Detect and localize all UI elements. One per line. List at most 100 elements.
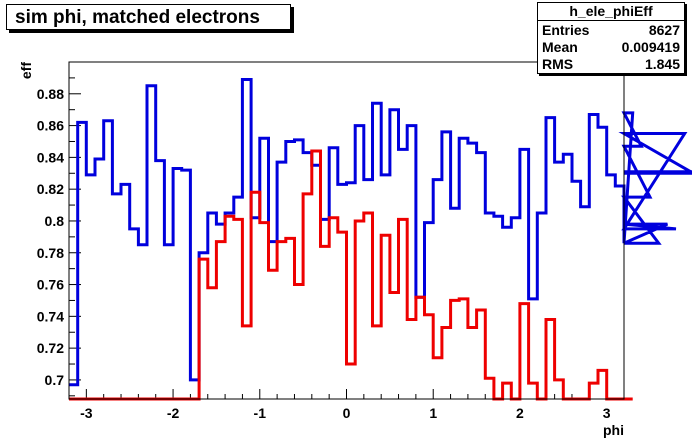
bin-mark bbox=[268, 269, 277, 271]
y-tick-label: 0.8 bbox=[45, 213, 65, 229]
stats-key: Entries bbox=[542, 22, 590, 38]
bin-mark bbox=[147, 85, 156, 87]
bin-mark bbox=[260, 137, 269, 139]
bin-mark bbox=[373, 325, 382, 327]
bin-mark bbox=[338, 183, 347, 185]
bin-mark bbox=[555, 161, 564, 163]
bin-mark bbox=[338, 231, 347, 233]
y-tick-label: 0.82 bbox=[37, 181, 64, 197]
bin-mark bbox=[286, 140, 295, 142]
x-axis-label: phi bbox=[603, 422, 624, 438]
bin-mark bbox=[416, 296, 425, 298]
bin-mark bbox=[572, 180, 581, 182]
stats-key: RMS bbox=[542, 56, 574, 72]
y-tick-label: 0.76 bbox=[37, 277, 64, 293]
series-line bbox=[69, 149, 633, 401]
bin-mark bbox=[477, 152, 486, 154]
bin-mark bbox=[130, 228, 139, 230]
bin-mark bbox=[442, 326, 451, 328]
stats-name: h_ele_phiEff bbox=[538, 3, 684, 21]
bin-mark bbox=[503, 226, 512, 228]
bin-mark bbox=[477, 309, 486, 311]
y-tick-label: 0.88 bbox=[37, 86, 64, 102]
bin-mark bbox=[390, 291, 399, 293]
bin-mark bbox=[511, 217, 520, 219]
stats-row-entries: Entries 8627 bbox=[542, 22, 680, 39]
bin-mark bbox=[286, 237, 295, 239]
y-tick-label: 0.78 bbox=[37, 245, 64, 261]
bin-mark bbox=[589, 113, 598, 115]
stats-key: Mean bbox=[542, 39, 578, 55]
bin-mark bbox=[208, 212, 217, 214]
bin-mark bbox=[86, 174, 95, 176]
bin-mark bbox=[494, 215, 503, 217]
stats-value: 1.845 bbox=[644, 56, 680, 72]
x-tick-label: 2 bbox=[516, 405, 524, 421]
bin-mark bbox=[234, 218, 243, 220]
series-0 bbox=[69, 78, 692, 387]
bin-mark bbox=[164, 244, 173, 246]
x-tick-label: 0 bbox=[343, 405, 351, 421]
series-line bbox=[69, 78, 692, 387]
bin-mark bbox=[520, 148, 529, 150]
bin-mark bbox=[364, 179, 373, 181]
bin-mark bbox=[355, 220, 364, 222]
bin-mark bbox=[199, 252, 208, 254]
series-layer bbox=[69, 78, 692, 401]
bin-mark bbox=[581, 206, 590, 208]
bin-mark bbox=[294, 139, 303, 141]
bin-mark bbox=[251, 191, 260, 193]
bin-mark bbox=[294, 284, 303, 286]
bin-mark bbox=[399, 148, 408, 150]
chart-title: sim phi, matched electrons bbox=[15, 7, 260, 28]
bin-mark bbox=[546, 319, 555, 321]
y-axis-label: eff bbox=[18, 62, 34, 79]
bin-mark bbox=[312, 150, 321, 152]
bin-mark bbox=[381, 234, 390, 236]
bin-mark bbox=[329, 147, 338, 149]
stats-value: 8627 bbox=[648, 22, 680, 38]
frame-layer bbox=[68, 61, 625, 400]
bin-mark bbox=[546, 117, 555, 119]
bin-mark bbox=[173, 168, 182, 170]
stats-box: h_ele_phiEff Entries 8627 Mean 0.009419 … bbox=[537, 2, 685, 74]
bin-mark bbox=[216, 241, 225, 243]
series-1 bbox=[69, 149, 633, 401]
bin-mark bbox=[390, 109, 399, 111]
x-tick-label: -3 bbox=[80, 405, 93, 421]
y-tick-label: 0.84 bbox=[37, 149, 64, 165]
bin-mark bbox=[563, 153, 572, 155]
bin-mark bbox=[407, 125, 416, 127]
bin-mark bbox=[277, 161, 286, 163]
bin-mark bbox=[95, 158, 104, 160]
bin-mark bbox=[347, 182, 356, 184]
y-tick-label: 0.7 bbox=[45, 372, 65, 388]
bin-mark bbox=[520, 303, 529, 305]
bin-mark bbox=[451, 207, 460, 209]
bin-mark bbox=[399, 218, 408, 220]
x-tick-label: -2 bbox=[167, 405, 180, 421]
bin-mark bbox=[225, 215, 234, 217]
bin-mark bbox=[468, 142, 477, 144]
bin-mark bbox=[537, 212, 546, 214]
bin-mark bbox=[529, 382, 538, 384]
y-tick-label: 0.86 bbox=[37, 118, 64, 134]
plot-frame bbox=[68, 61, 625, 400]
bin-mark bbox=[303, 193, 312, 195]
bin-mark bbox=[182, 169, 191, 171]
bin-mark bbox=[529, 298, 538, 300]
bin-mark bbox=[468, 326, 477, 328]
bin-mark bbox=[373, 102, 382, 104]
stats-row-rms: RMS 1.845 bbox=[542, 56, 680, 73]
bin-mark bbox=[442, 131, 451, 133]
bin-mark bbox=[607, 174, 616, 176]
bin-mark bbox=[459, 137, 468, 139]
bin-mark bbox=[260, 222, 269, 224]
bin-mark bbox=[242, 325, 251, 327]
stats-row-mean: Mean 0.009419 bbox=[542, 39, 680, 56]
bin-mark bbox=[459, 298, 468, 300]
bin-mark bbox=[225, 212, 234, 214]
bin-mark bbox=[320, 245, 329, 247]
title-box: sim phi, matched electrons bbox=[6, 4, 291, 30]
